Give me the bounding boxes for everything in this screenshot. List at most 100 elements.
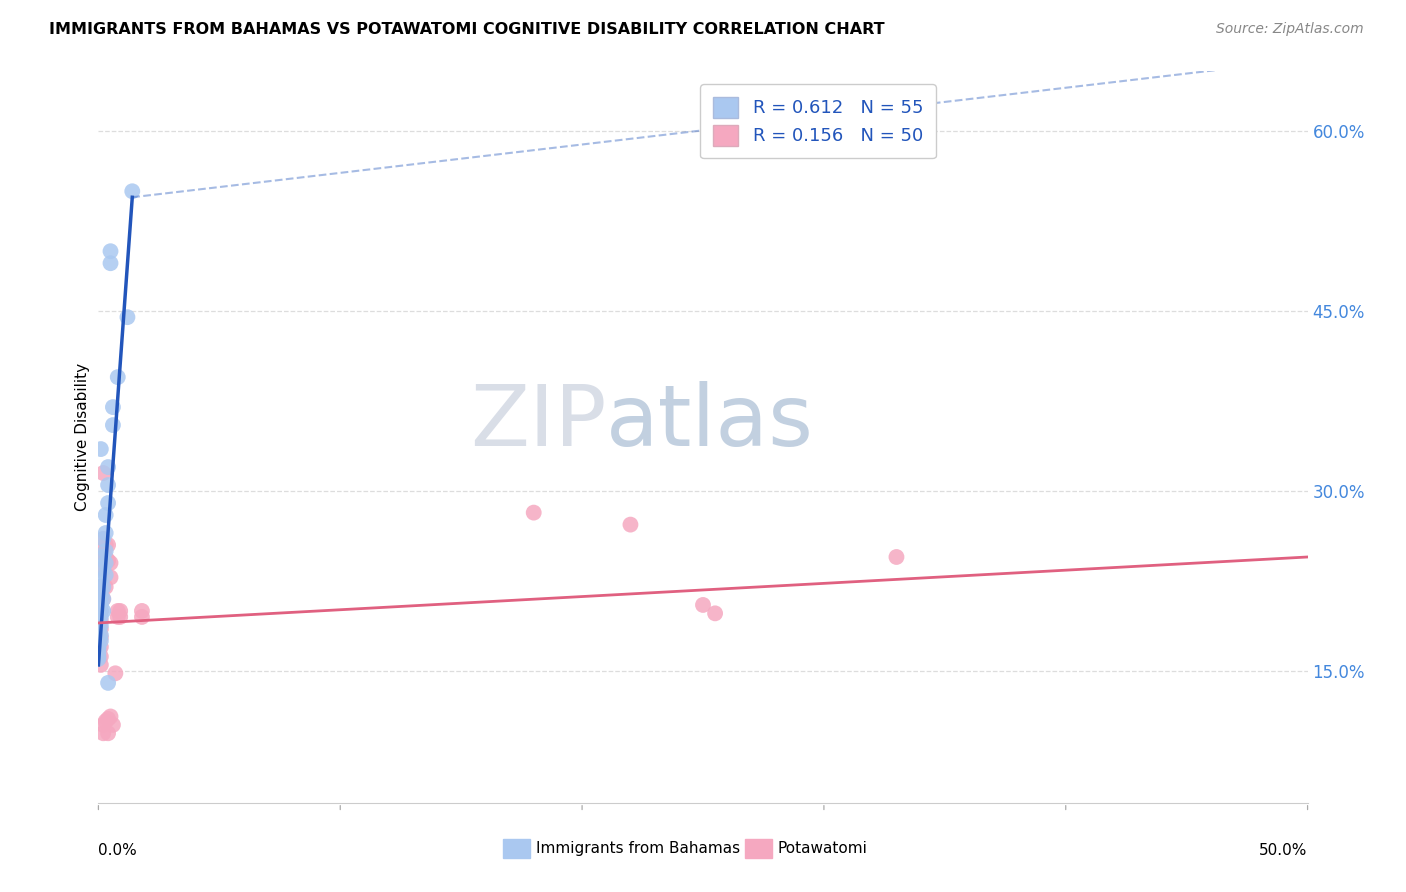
Point xyxy=(91,580,114,594)
Point xyxy=(87,634,110,648)
Point xyxy=(97,460,120,475)
Y-axis label: Cognitive Disability: Cognitive Disability xyxy=(75,363,90,511)
Point xyxy=(90,591,112,606)
Point xyxy=(100,256,122,270)
Point xyxy=(90,628,112,642)
Point xyxy=(117,310,139,325)
Text: atlas: atlas xyxy=(606,381,814,464)
Point xyxy=(87,640,110,654)
Point xyxy=(97,553,120,567)
Point xyxy=(87,594,110,608)
Point xyxy=(87,598,110,612)
Bar xyxy=(745,839,772,858)
Point xyxy=(87,594,110,608)
Point xyxy=(94,568,117,582)
Point xyxy=(108,610,131,624)
Point xyxy=(97,478,120,492)
Point xyxy=(87,608,110,623)
Text: IMMIGRANTS FROM BAHAMAS VS POTAWATOMI COGNITIVE DISABILITY CORRELATION CHART: IMMIGRANTS FROM BAHAMAS VS POTAWATOMI CO… xyxy=(49,22,884,37)
Point xyxy=(90,598,112,612)
Text: 50.0%: 50.0% xyxy=(1260,843,1308,858)
Point xyxy=(87,586,110,600)
Point xyxy=(87,601,110,615)
Point xyxy=(91,532,114,546)
Point xyxy=(91,591,114,606)
Point xyxy=(94,544,117,558)
Point xyxy=(97,726,120,740)
Point xyxy=(87,649,110,664)
Point xyxy=(87,642,110,657)
Point xyxy=(107,610,129,624)
Point xyxy=(91,562,114,576)
Point xyxy=(87,591,110,606)
Point xyxy=(87,604,110,618)
Text: Source: ZipAtlas.com: Source: ZipAtlas.com xyxy=(1216,22,1364,37)
Point xyxy=(87,628,110,642)
Point xyxy=(94,549,117,564)
Point xyxy=(692,598,714,612)
Point xyxy=(97,712,120,726)
Point xyxy=(90,582,112,597)
Point xyxy=(90,622,112,636)
Point xyxy=(91,591,114,606)
Point xyxy=(131,610,153,624)
Point xyxy=(101,418,124,433)
Point xyxy=(107,370,129,384)
Point xyxy=(91,718,114,732)
Point xyxy=(87,646,110,660)
Point xyxy=(91,549,114,564)
Point xyxy=(87,612,110,626)
Point xyxy=(94,580,117,594)
Point xyxy=(886,549,908,564)
Point xyxy=(94,538,117,552)
Point xyxy=(100,556,122,570)
Point xyxy=(90,442,112,456)
Point xyxy=(90,574,112,588)
Point xyxy=(101,400,124,414)
Point xyxy=(87,638,110,652)
Point xyxy=(91,562,114,576)
Point xyxy=(87,607,110,621)
Point xyxy=(121,184,143,198)
Point xyxy=(94,508,117,522)
Point xyxy=(91,604,114,618)
Point xyxy=(91,532,114,546)
Bar xyxy=(503,839,530,858)
Point xyxy=(91,726,114,740)
Point xyxy=(87,622,110,636)
Point xyxy=(100,244,122,259)
Point xyxy=(87,580,110,594)
Point xyxy=(100,570,122,584)
Point xyxy=(87,652,110,666)
Point xyxy=(87,634,110,648)
Point xyxy=(100,709,122,723)
Point xyxy=(523,506,546,520)
Point xyxy=(90,630,112,644)
Point xyxy=(90,649,112,664)
Point xyxy=(108,604,131,618)
Legend: R = 0.612   N = 55, R = 0.156   N = 50: R = 0.612 N = 55, R = 0.156 N = 50 xyxy=(700,84,936,158)
Point xyxy=(704,607,727,621)
Point xyxy=(97,538,120,552)
Point xyxy=(90,580,112,594)
Text: Potawatomi: Potawatomi xyxy=(778,841,868,856)
Point xyxy=(619,517,641,532)
Point xyxy=(94,526,117,541)
Point xyxy=(87,630,110,644)
Point xyxy=(87,618,110,632)
Point xyxy=(91,466,114,480)
Point xyxy=(87,642,110,657)
Point xyxy=(97,496,120,510)
Point xyxy=(107,604,129,618)
Point xyxy=(90,590,112,604)
Text: ZIP: ZIP xyxy=(470,381,606,464)
Point xyxy=(94,556,117,570)
Point xyxy=(104,666,127,681)
Point xyxy=(90,604,112,618)
Point xyxy=(97,676,120,690)
Point xyxy=(87,608,110,623)
Point xyxy=(87,615,110,630)
Point xyxy=(131,604,153,618)
Point xyxy=(87,615,110,630)
Point xyxy=(90,634,112,648)
